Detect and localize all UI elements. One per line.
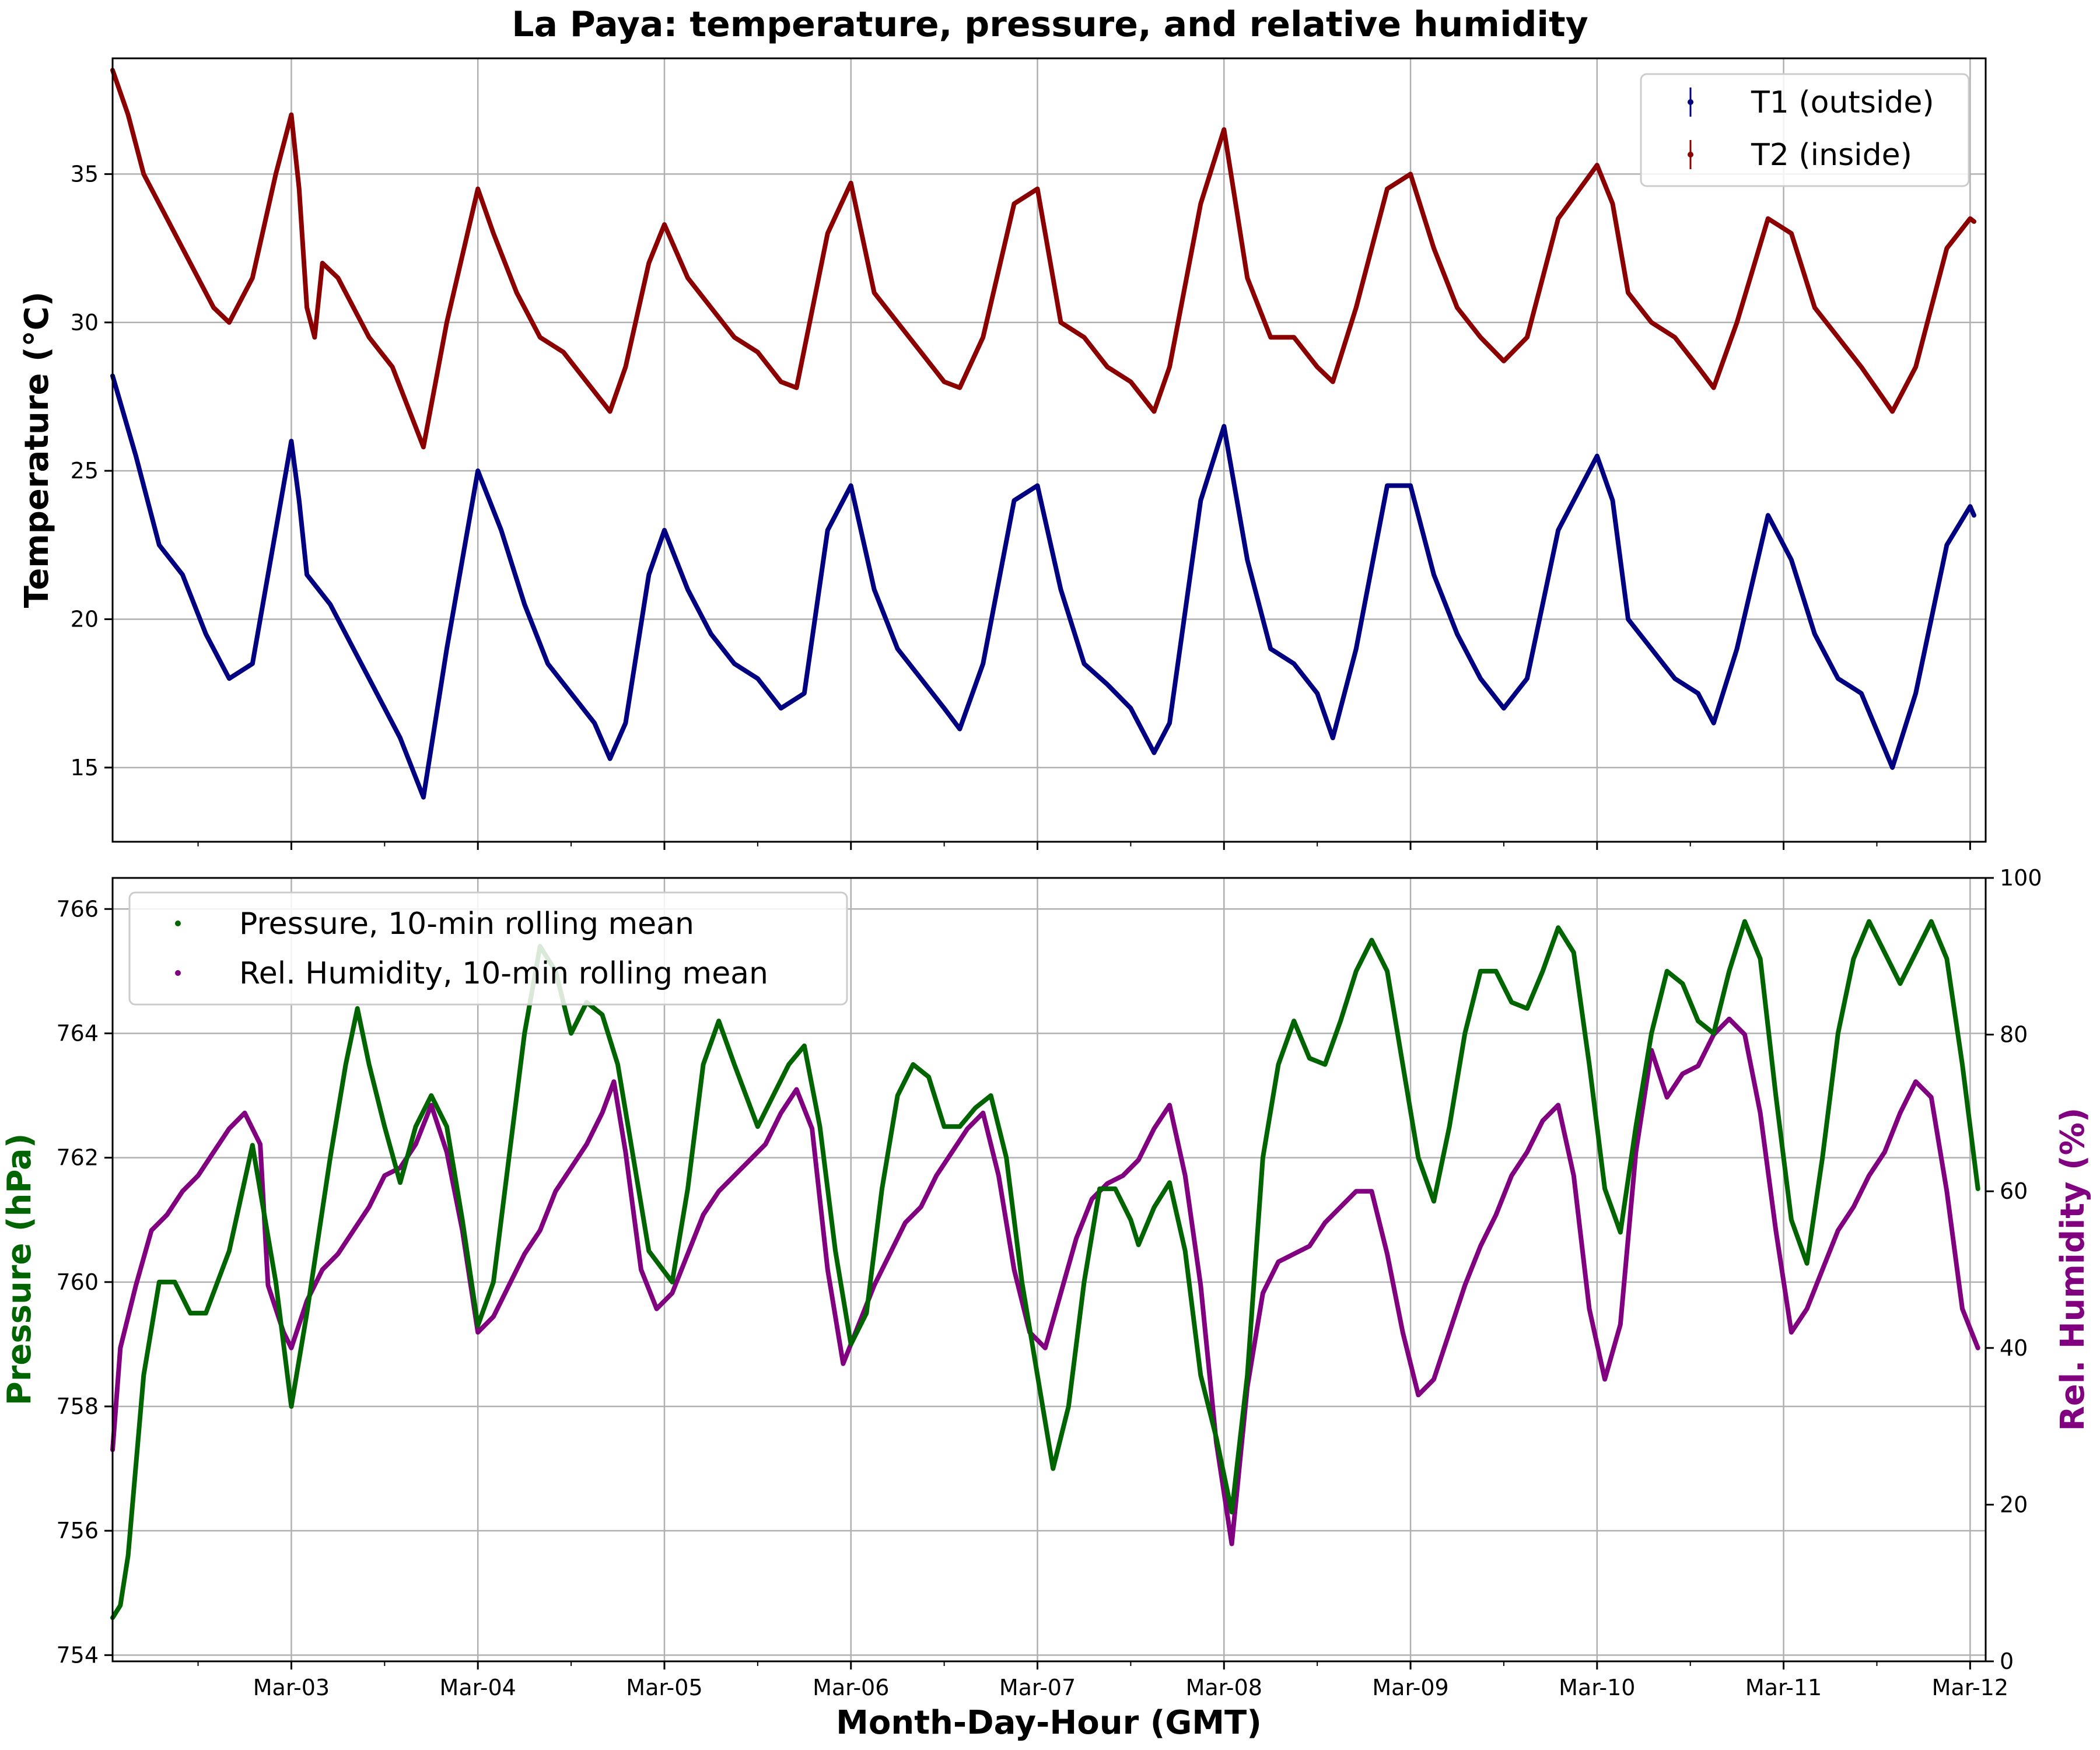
x-axis-tick-label: Mar-04 [440, 1675, 516, 1700]
humidity-y-tick-label: 40 [2000, 1335, 2028, 1361]
legend-humidity-label: Rel. Humidity, 10-min rolling mean [239, 956, 768, 991]
legend-t1-label: T1 (outside) [1751, 85, 1934, 120]
temperature-legend: T1 (outside) T2 (inside) [1640, 73, 1970, 187]
pressure-series-line [110, 919, 1980, 1620]
temperature-plot-frame [111, 57, 1987, 843]
temperature-y-tick-label: 30 [71, 310, 99, 335]
humidity-y-tick-label: 20 [2000, 1492, 2028, 1517]
pressure-y-tick-label: 756 [56, 1518, 99, 1544]
pressure-plot-frame [111, 877, 1987, 1662]
humidity-y-label: Rel. Humidity (%) [2054, 1108, 2092, 1432]
chart-title: La Paya: temperature, pressure, and rela… [512, 4, 1588, 45]
humidity-y-tick-label: 100 [2000, 865, 2042, 891]
legend-t2-label: T2 (inside) [1751, 138, 1912, 173]
pressure-y-tick-label: 758 [56, 1394, 99, 1419]
temperature-y-tick-label: 20 [71, 606, 99, 632]
pressure-y-tick-label: 764 [56, 1020, 99, 1046]
temperature-grid [113, 58, 1986, 842]
humidity-y-tick-label: 60 [2000, 1178, 2028, 1204]
temperature-series-line-2 [110, 68, 1976, 450]
temperature-y-ticks: 15 20 25 30 35 [71, 161, 113, 780]
pressure-humidity-panel: 754 756 758 760 762 764 766 0 20 40 60 80 100 Mar-0… [1, 865, 2092, 1742]
temperature-series-line-1 [110, 373, 1976, 800]
temperature-y-label: Temperature (°C) [18, 292, 56, 608]
x-axis-tick-label: Mar-06 [813, 1675, 889, 1700]
pressure-grid [113, 878, 1986, 1661]
x-axis-tick-label: Mar-12 [1932, 1675, 2008, 1700]
x-axis-ticks: Mar-03 Mar-04 Mar-05 Mar-06 Mar-07 Mar-08 Mar-… [197, 1661, 2008, 1700]
humidity-y-tick-label: 0 [2000, 1648, 2014, 1674]
temperature-plot-area [113, 58, 1986, 842]
legend-t2-marker [1688, 152, 1693, 158]
pressure-legend-box [128, 891, 848, 1006]
temperature-panel: 15 20 25 30 35 Temperature (°C) T1 (outside)… [18, 57, 1987, 850]
temperature-y-tick-label: 25 [71, 458, 99, 484]
temperature-y-tick-label: 35 [71, 161, 99, 187]
pressure-legend: Pressure, 10-min rolling mean Rel. Humid… [128, 891, 848, 1006]
pressure-y-tick-label: 762 [56, 1145, 99, 1171]
pressure-y-tick-label: 766 [56, 896, 99, 922]
humidity-y-ticks: 0 20 40 60 80 100 [1986, 865, 2042, 1674]
x-axis-tick-label: Mar-10 [1559, 1675, 1635, 1700]
temperature-x-ticks [197, 842, 1971, 850]
humidity-y-tick-label: 80 [2000, 1022, 2028, 1048]
x-axis-label: Month-Day-Hour (GMT) [836, 1704, 1262, 1742]
pressure-y-tick-label: 760 [56, 1269, 99, 1295]
pressure-y-tick-label: 754 [56, 1642, 99, 1668]
pressure-humidity-series [110, 919, 1980, 1620]
x-axis-tick-label: Mar-09 [1372, 1675, 1448, 1700]
temperature-series [110, 68, 1976, 800]
legend-t1-marker [1688, 99, 1693, 105]
legend-pressure-marker [175, 921, 181, 926]
legend-humidity-marker [175, 970, 181, 976]
x-axis-tick-label: Mar-03 [253, 1675, 330, 1700]
x-axis-tick-label: Mar-08 [1186, 1675, 1262, 1700]
legend-pressure-label: Pressure, 10-min rolling mean [239, 907, 694, 942]
x-axis-tick-label: Mar-05 [626, 1675, 702, 1700]
x-axis-tick-label: Mar-07 [999, 1675, 1076, 1700]
temperature-y-tick-label: 15 [71, 755, 99, 780]
pressure-y-label: Pressure (hPa) [1, 1133, 38, 1406]
temperature-legend-box [1640, 73, 1970, 187]
pressure-y-ticks: 754 756 758 760 762 764 766 [56, 896, 113, 1668]
x-axis-tick-label: Mar-11 [1745, 1675, 1822, 1700]
